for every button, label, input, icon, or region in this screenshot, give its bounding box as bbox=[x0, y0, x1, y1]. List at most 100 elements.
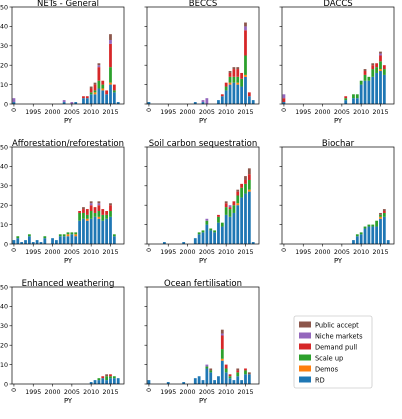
bar-segment-rd bbox=[66, 236, 70, 244]
bar-segment-scale-up bbox=[244, 55, 247, 75]
bar-segment-rd bbox=[217, 376, 220, 384]
bar-segment-rd bbox=[220, 96, 224, 104]
x-tick-label: 2015 bbox=[372, 109, 388, 116]
legend-swatch bbox=[299, 354, 311, 361]
bar-segment-rd bbox=[240, 380, 244, 384]
bar-segment-rd bbox=[105, 218, 109, 244]
panel-title: Soil carbon sequestration bbox=[149, 139, 258, 149]
legend-swatch bbox=[299, 332, 311, 339]
bar-segment-demand-pull bbox=[371, 65, 375, 70]
bar-segment-demos bbox=[97, 216, 101, 219]
bar-segment-rd bbox=[16, 238, 20, 244]
bar-segment-scale-up bbox=[205, 220, 209, 225]
bar-segment-scale-up bbox=[97, 378, 101, 381]
bar-segment-demand-pull bbox=[224, 82, 228, 87]
bar-segment-public-accept bbox=[247, 372, 251, 375]
bar-segment-scale-up bbox=[213, 230, 216, 233]
panel-title: Biochar bbox=[322, 139, 355, 149]
y-tick-label: 0 bbox=[4, 381, 8, 388]
bar-segment-demand-pull bbox=[220, 335, 224, 350]
bar-segment-demos bbox=[101, 88, 105, 91]
x-tick-label: 1995 bbox=[25, 389, 41, 396]
bar-segment-niche-markets bbox=[201, 100, 205, 103]
x-tick-label: 2015 bbox=[237, 109, 253, 116]
y-tick-label: 20 bbox=[0, 63, 8, 70]
x-tick-label: 1995 bbox=[25, 249, 41, 256]
x-axis-label: PY bbox=[199, 257, 208, 265]
panel-title: DACCS bbox=[323, 0, 352, 9]
bar-segment-rd bbox=[236, 376, 240, 384]
bar-segment-rd bbox=[209, 372, 213, 384]
bar-segment-rd bbox=[58, 236, 62, 244]
bar-segment-scale-up bbox=[228, 76, 232, 83]
bar-segment-scale-up bbox=[224, 86, 228, 91]
bar-segment-scale-up bbox=[82, 212, 85, 219]
x-tick-label: 2000 bbox=[45, 249, 61, 256]
bar-segment-demand-pull bbox=[382, 211, 386, 213]
bar-segment-scale-up bbox=[382, 69, 386, 75]
y-tick-label: 20 bbox=[0, 343, 8, 350]
bar-segment-rd bbox=[201, 102, 205, 104]
y-tick-label: 40 bbox=[0, 304, 8, 311]
bar-segment-rd bbox=[24, 240, 27, 244]
bar-segment-public-accept bbox=[89, 86, 93, 89]
bar-segment-scale-up bbox=[197, 232, 201, 235]
bar-segment-rd bbox=[236, 84, 240, 104]
x-axis-label: PY bbox=[64, 117, 73, 125]
bar-segment-scale-up bbox=[236, 372, 240, 377]
bar-segment-rd bbox=[182, 242, 186, 244]
bar-segment-rd bbox=[35, 240, 39, 244]
bar-segment-scale-up bbox=[375, 67, 379, 73]
bar-segment-demos bbox=[379, 216, 382, 219]
bar-segment-demos bbox=[228, 82, 232, 85]
bar-segment-rd bbox=[205, 368, 209, 384]
bar-segment-demand-pull bbox=[105, 211, 109, 215]
bar-segment-demand-pull bbox=[97, 205, 101, 212]
bar-segment-rd bbox=[55, 240, 58, 244]
bar-segment-demand-pull bbox=[244, 179, 247, 184]
x-tick-label: 1995 bbox=[160, 109, 176, 116]
bar-segment-scale-up bbox=[367, 76, 371, 81]
bar-segment-demos bbox=[109, 82, 112, 85]
legend-label: Demos bbox=[315, 366, 339, 374]
bar-segment-scale-up bbox=[209, 370, 213, 373]
bar-segment-scale-up bbox=[27, 234, 31, 237]
bar-segment-scale-up bbox=[97, 211, 101, 217]
x-tick-label: 2000 bbox=[180, 249, 196, 256]
bar-segment-rd bbox=[220, 360, 224, 384]
x-tick-label: 2010 bbox=[83, 389, 99, 396]
bar-segment-rd bbox=[116, 102, 120, 104]
bar-segment-rd bbox=[193, 238, 197, 244]
bar-segment-scale-up bbox=[112, 376, 116, 379]
bar-segment-scale-up bbox=[220, 349, 224, 359]
bar-segment-scale-up bbox=[105, 376, 109, 381]
bar-segment-rd bbox=[51, 238, 54, 244]
bar-segment-public-accept bbox=[244, 22, 247, 27]
bar-segment-niche-markets bbox=[12, 98, 16, 103]
legend-label: Niche markets bbox=[315, 333, 363, 341]
bar-segment-demand-pull bbox=[236, 370, 240, 373]
legend-box bbox=[293, 315, 373, 389]
bar-segment-scale-up bbox=[371, 69, 375, 77]
bar-segment-niche-markets bbox=[97, 203, 101, 206]
y-tick-label: 30 bbox=[0, 183, 8, 190]
y-tick-label: 10 bbox=[0, 362, 8, 369]
plot-frame bbox=[11, 146, 125, 245]
bar-segment-rd bbox=[147, 380, 151, 384]
bar-segment-demand-pull bbox=[82, 209, 85, 213]
bar-segment-demand-pull bbox=[247, 174, 251, 180]
bar-segment-rd bbox=[70, 234, 74, 244]
bar-segment-rd bbox=[244, 374, 247, 384]
legend-label: RD bbox=[315, 377, 325, 385]
bar-segment-demand-pull bbox=[220, 94, 224, 97]
bar-segment-rd bbox=[375, 226, 379, 244]
bar-segment-rd bbox=[352, 240, 355, 244]
bar-segment-rd bbox=[101, 220, 105, 244]
bar-segment-demand-pull bbox=[109, 205, 112, 212]
bar-segment-demos bbox=[74, 234, 78, 237]
bar-segment-demand-pull bbox=[89, 205, 93, 212]
bar-segment-niche-markets bbox=[282, 94, 286, 99]
bar-segment-rd bbox=[27, 236, 31, 244]
